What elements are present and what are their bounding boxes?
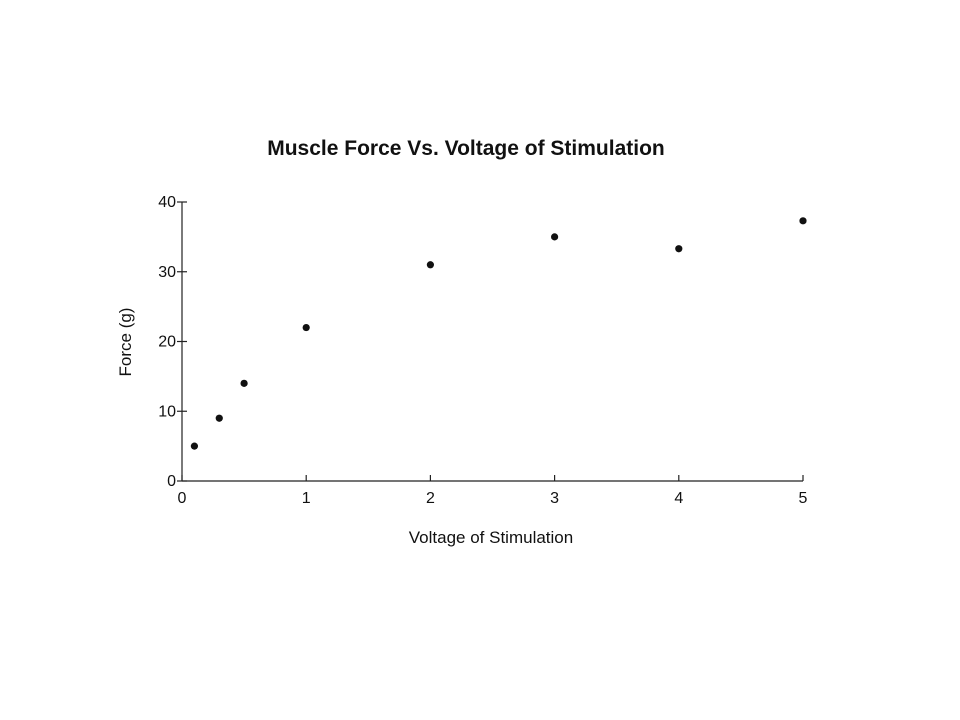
x-tick-label: 2 <box>426 490 435 507</box>
x-axis-label: Voltage of Stimulation <box>409 528 573 547</box>
data-point <box>426 261 434 269</box>
y-tick-label: 20 <box>158 334 176 351</box>
y-tick-label: 40 <box>158 194 176 211</box>
data-points <box>190 217 807 450</box>
data-point <box>190 442 199 450</box>
y-tick-label: 10 <box>158 403 176 420</box>
data-point <box>215 414 223 422</box>
y-tick-label: 0 <box>167 473 176 490</box>
data-point <box>240 379 248 387</box>
chart-title: Muscle Force Vs. Voltage of Stimulation <box>267 137 665 160</box>
x-tick-label: 0 <box>178 490 187 507</box>
x-tick-label: 3 <box>550 490 559 507</box>
x-tick-label: 5 <box>799 490 808 507</box>
x-tick-label: 4 <box>674 490 683 507</box>
data-point <box>551 233 559 241</box>
data-point <box>799 217 807 225</box>
y-tick-label: 30 <box>158 264 176 281</box>
y-axis-label: Force (g) <box>116 308 135 377</box>
axes: 0 10 20 30 40 0 1 2 3 4 5 <box>158 194 807 507</box>
data-point <box>675 245 683 253</box>
data-point <box>302 323 310 332</box>
x-tick-label: 1 <box>302 490 311 507</box>
